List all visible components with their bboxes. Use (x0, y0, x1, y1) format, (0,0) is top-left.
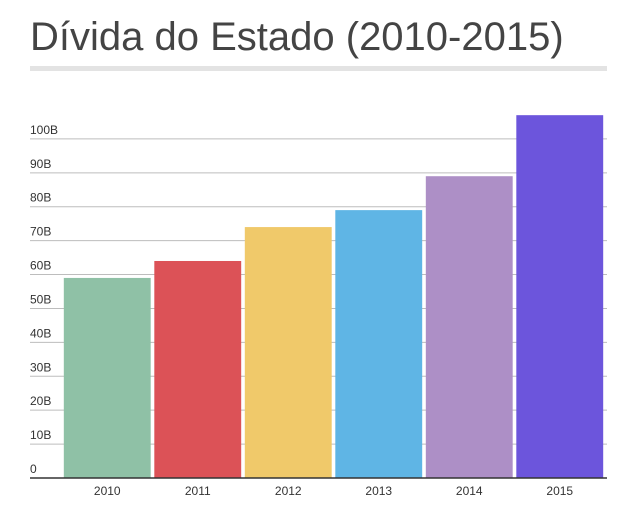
y-tick-label: 50B (30, 292, 51, 306)
y-tick-label: 70B (30, 225, 51, 239)
x-tick-label: 2013 (365, 484, 392, 498)
bar (335, 210, 423, 479)
bar (63, 277, 151, 478)
x-tick-label: 2015 (546, 484, 573, 498)
y-tick-label: 0 (30, 462, 37, 476)
x-tick-label: 2012 (275, 484, 302, 498)
chart-title: Dívida do Estado (2010-2015) (30, 15, 564, 59)
bar (425, 176, 513, 478)
y-tick-label: 30B (30, 360, 51, 374)
bar (154, 260, 242, 478)
y-tick-label: 100B (30, 123, 58, 137)
y-tick-label: 40B (30, 326, 51, 340)
x-tick-label: 2010 (94, 484, 121, 498)
y-tick-label: 20B (30, 394, 51, 408)
y-tick-label: 10B (30, 428, 51, 442)
bar (244, 227, 332, 478)
bar (516, 115, 604, 478)
x-tick-label: 2014 (456, 484, 483, 498)
y-tick-label: 80B (30, 191, 51, 205)
y-tick-label: 90B (30, 157, 51, 171)
title-divider (30, 66, 607, 71)
x-tick-label: 2011 (185, 484, 211, 498)
y-tick-label: 60B (30, 259, 51, 273)
